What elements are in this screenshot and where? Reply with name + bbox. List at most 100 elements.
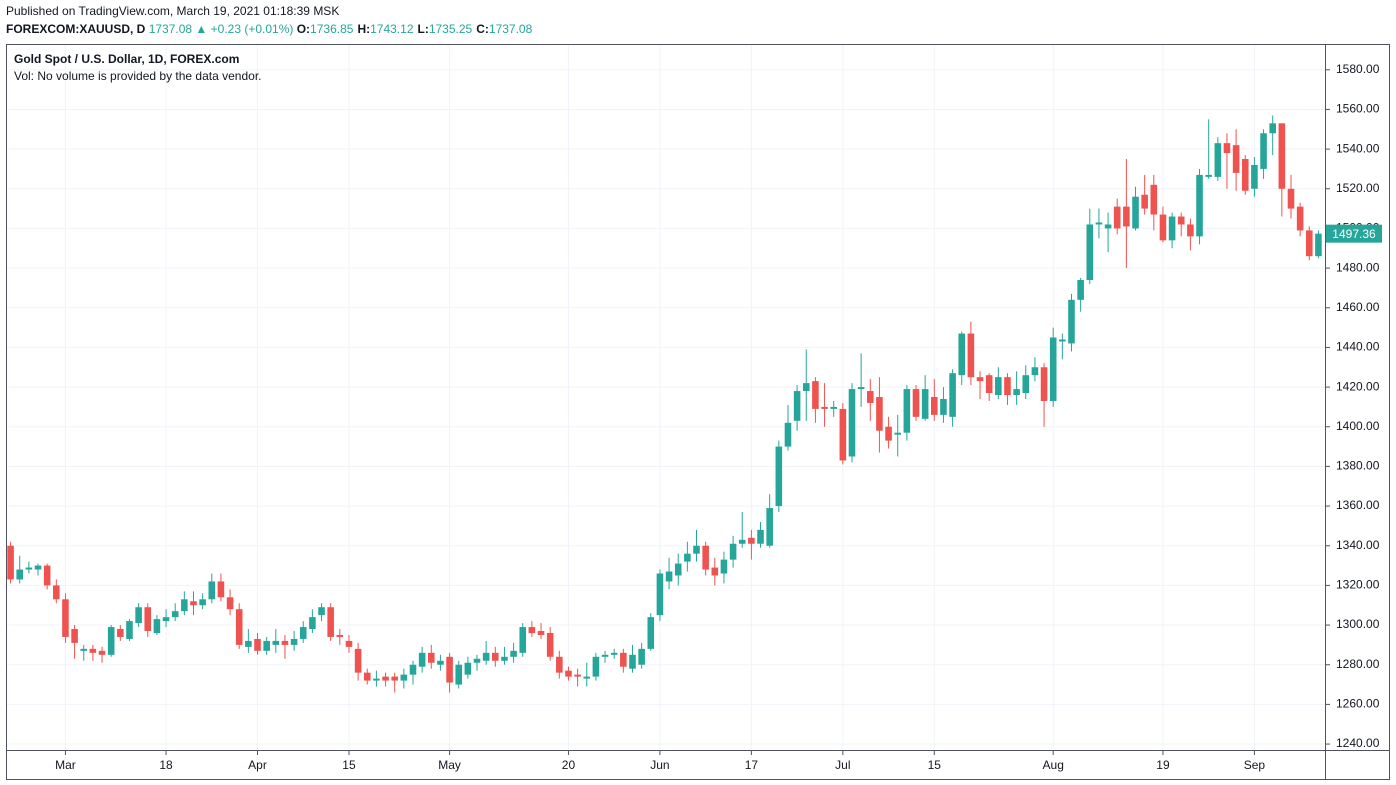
y-tick-label: 1380.00 bbox=[1336, 459, 1380, 473]
ohlc-value: 1735.25 bbox=[428, 22, 473, 36]
candle-body bbox=[610, 652, 618, 655]
candle-body bbox=[1104, 224, 1112, 229]
candle-body bbox=[583, 676, 591, 679]
candle-body bbox=[162, 617, 170, 622]
candle-body bbox=[1223, 143, 1231, 154]
candle-body bbox=[592, 656, 600, 677]
candle-body bbox=[684, 553, 691, 562]
ohlc: O:1736.85 H:1743.12 L:1735.25 C:1737.08 bbox=[297, 22, 537, 36]
candle-body bbox=[656, 573, 664, 616]
candle-body bbox=[1177, 216, 1185, 225]
candle-body bbox=[446, 656, 453, 683]
candle-body bbox=[775, 446, 783, 507]
x-tick-label: 15 bbox=[928, 758, 942, 772]
price: 1737.08 bbox=[148, 22, 193, 36]
y-tick-label: 1540.00 bbox=[1336, 141, 1380, 155]
candle-body bbox=[848, 389, 856, 457]
candle-body bbox=[327, 607, 334, 637]
candle-body bbox=[1187, 224, 1194, 237]
candle-body bbox=[1278, 123, 1286, 189]
y-tick-label: 1320.00 bbox=[1336, 578, 1380, 592]
candle-body bbox=[537, 631, 545, 635]
candle-body bbox=[208, 581, 216, 600]
y-tick-label: 1300.00 bbox=[1336, 617, 1380, 631]
y-tick-label: 1400.00 bbox=[1336, 419, 1380, 433]
candle-body bbox=[857, 387, 865, 390]
last-price-label: 1497.36 bbox=[1332, 227, 1376, 241]
candle-body bbox=[409, 664, 417, 675]
candle-body bbox=[1113, 206, 1121, 229]
x-tick-label: 19 bbox=[1156, 758, 1170, 772]
candle-body bbox=[1232, 145, 1240, 173]
ohlc-value: 1737.08 bbox=[488, 22, 533, 36]
candle-body bbox=[1214, 143, 1222, 177]
candle-body bbox=[98, 650, 106, 655]
chart-title: Gold Spot / U.S. Dollar, 1D, FOREX.com bbox=[14, 52, 239, 66]
candle-body bbox=[866, 391, 874, 403]
x-tick-label: 17 bbox=[745, 758, 759, 772]
x-tick-label: Jul bbox=[835, 758, 850, 772]
grid bbox=[7, 45, 1325, 750]
candle-body bbox=[199, 599, 206, 606]
candle-body bbox=[482, 652, 490, 661]
x-tick-label: 15 bbox=[342, 758, 356, 772]
candle-body bbox=[757, 529, 764, 544]
candle-body bbox=[976, 377, 984, 382]
candle-body bbox=[363, 672, 371, 681]
y-tick-label: 1520.00 bbox=[1336, 181, 1380, 195]
candle-body bbox=[25, 567, 33, 570]
candle-body bbox=[940, 398, 947, 415]
candle-body bbox=[921, 389, 929, 419]
candle-body bbox=[299, 627, 307, 639]
candle-body bbox=[171, 611, 179, 618]
published-line: Published on TradingView.com, March 19, … bbox=[6, 4, 340, 18]
candle-body bbox=[729, 543, 737, 560]
candle-body bbox=[245, 640, 252, 647]
candle-body bbox=[217, 581, 225, 598]
candle-body bbox=[427, 652, 435, 663]
candle-body bbox=[995, 377, 1002, 396]
candle-body bbox=[510, 650, 517, 657]
candle-body bbox=[967, 333, 975, 378]
candle-body bbox=[43, 565, 51, 586]
candle-body bbox=[235, 609, 243, 645]
chart-subtitle: Vol: No volume is provided by the data v… bbox=[14, 69, 261, 83]
y-tick-label: 1560.00 bbox=[1336, 102, 1380, 116]
candle-body bbox=[903, 389, 911, 433]
candle-body bbox=[574, 674, 581, 677]
y-tick-label: 1360.00 bbox=[1336, 498, 1380, 512]
candle-body bbox=[1168, 216, 1176, 241]
candle-body bbox=[912, 389, 920, 417]
candle-body bbox=[821, 406, 828, 409]
candle-body bbox=[556, 656, 563, 673]
ohlc-label: H: bbox=[357, 22, 371, 36]
x-tick-label: May bbox=[438, 758, 461, 772]
candle-body bbox=[400, 674, 408, 681]
candle-body bbox=[455, 664, 463, 685]
candle-body bbox=[894, 432, 902, 435]
candle-body bbox=[1296, 206, 1304, 231]
symbol: FOREXCOM:XAUUSD, D bbox=[6, 22, 146, 36]
candle-body bbox=[492, 652, 499, 661]
candle-body bbox=[674, 563, 682, 576]
candle-body bbox=[62, 599, 69, 637]
candle-body bbox=[711, 567, 719, 576]
candle-body bbox=[1205, 174, 1212, 177]
y-tick-label: 1580.00 bbox=[1336, 62, 1380, 76]
ohlc-value: 1743.12 bbox=[370, 22, 414, 36]
candle-body bbox=[565, 670, 572, 677]
candle-body bbox=[1269, 123, 1276, 134]
candle-body bbox=[885, 426, 892, 441]
candle-body bbox=[1059, 339, 1066, 342]
candle-body bbox=[1022, 375, 1030, 394]
x-tick-label: 20 bbox=[562, 758, 576, 772]
candle-body bbox=[501, 656, 508, 661]
candle-body bbox=[1150, 184, 1158, 215]
candle-body bbox=[958, 333, 966, 376]
x-tick-label: Mar bbox=[55, 758, 76, 772]
y-tick-label: 1260.00 bbox=[1336, 697, 1380, 711]
candle-body bbox=[144, 607, 152, 632]
candle-body bbox=[638, 648, 645, 665]
candle-body bbox=[802, 383, 810, 392]
candle-body bbox=[418, 652, 426, 667]
